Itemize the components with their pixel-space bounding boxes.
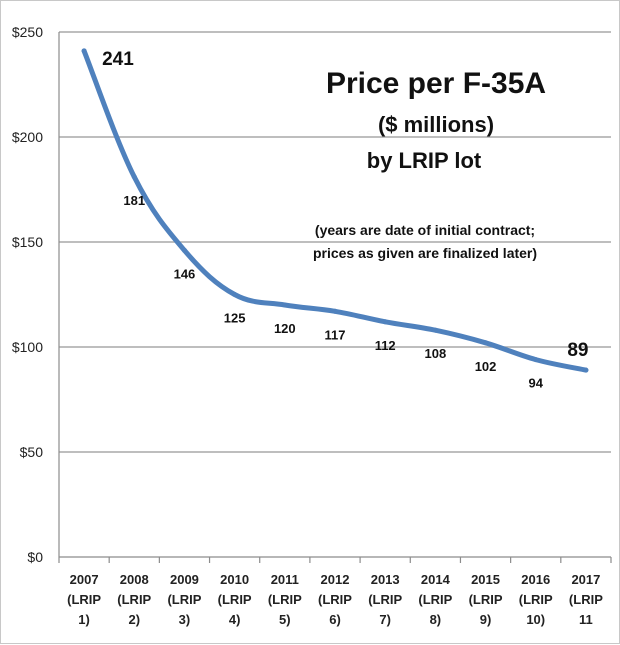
x-tick-label: 2017 (LRIP 11	[569, 572, 603, 627]
data-label: 117	[325, 327, 346, 342]
data-label: 120	[274, 321, 296, 336]
data-label: 125	[224, 311, 246, 326]
chart-note-line-2: prices as given are finalized later)	[313, 245, 537, 261]
data-label: 181	[123, 193, 145, 208]
data-point	[81, 48, 87, 54]
data-label-layer: 241 181 146 125 120 117 112 108 102 94 89	[102, 49, 588, 391]
data-point	[131, 174, 137, 180]
data-point	[232, 292, 238, 297]
data-point	[332, 308, 338, 314]
data-point	[432, 327, 438, 333]
y-tick-label: $200	[12, 129, 43, 145]
y-tick-label: $0	[27, 549, 43, 565]
series-line	[81, 48, 589, 373]
x-tick-label: 2010 (LRIP 4)	[218, 572, 252, 627]
chart-title: Price per F-35A	[326, 67, 546, 100]
data-point	[382, 319, 388, 325]
x-tick-label: 2011 (LRIP 5)	[268, 572, 302, 627]
x-tick-label: 2014 (LRIP 8)	[418, 572, 452, 627]
data-point	[483, 340, 489, 346]
data-label: 146	[174, 266, 196, 281]
y-tick-label: $50	[20, 444, 44, 460]
data-label: 241	[102, 49, 134, 70]
x-tick-label: 2015 (LRIP 9)	[469, 572, 503, 627]
data-point	[282, 302, 288, 308]
y-tick-label: $100	[12, 339, 43, 355]
y-tick-label: $250	[12, 24, 43, 40]
x-tick-label: 2016 (LRIP 10)	[519, 572, 553, 627]
chart-subtitle-line-2: by LRIP lot	[367, 148, 482, 173]
chart-note-line-1: (years are date of initial contract;	[315, 222, 535, 238]
grid-layer	[59, 31, 611, 453]
series-layer	[81, 48, 589, 373]
data-point	[181, 247, 187, 253]
x-tick-label: 2007 (LRIP 1)	[67, 572, 101, 627]
title-layer: Price per F-35A ($ millions) by LRIP lot…	[313, 67, 546, 261]
data-label: 112	[375, 338, 396, 353]
data-label: 89	[567, 340, 588, 361]
x-tick-label: 2013 (LRIP 7)	[368, 572, 402, 627]
x-tick-label: 2009 (LRIP 3)	[167, 572, 201, 627]
x-tick-label: 2012 (LRIP 6)	[318, 572, 352, 627]
chart-subtitle-line-1: ($ millions)	[378, 112, 494, 137]
data-point	[583, 367, 589, 373]
data-point	[533, 357, 539, 363]
data-label: 102	[475, 359, 497, 374]
data-label: 108	[425, 346, 447, 361]
axis-layer: $0 $50 $100 $150 $200 $250 2007 (LRIP 1) 2008 (LRI…	[12, 24, 612, 627]
y-tick-label: $150	[12, 234, 43, 250]
x-tick-label: 2008 (LRIP 2)	[117, 572, 151, 627]
data-label: 94	[528, 376, 543, 391]
